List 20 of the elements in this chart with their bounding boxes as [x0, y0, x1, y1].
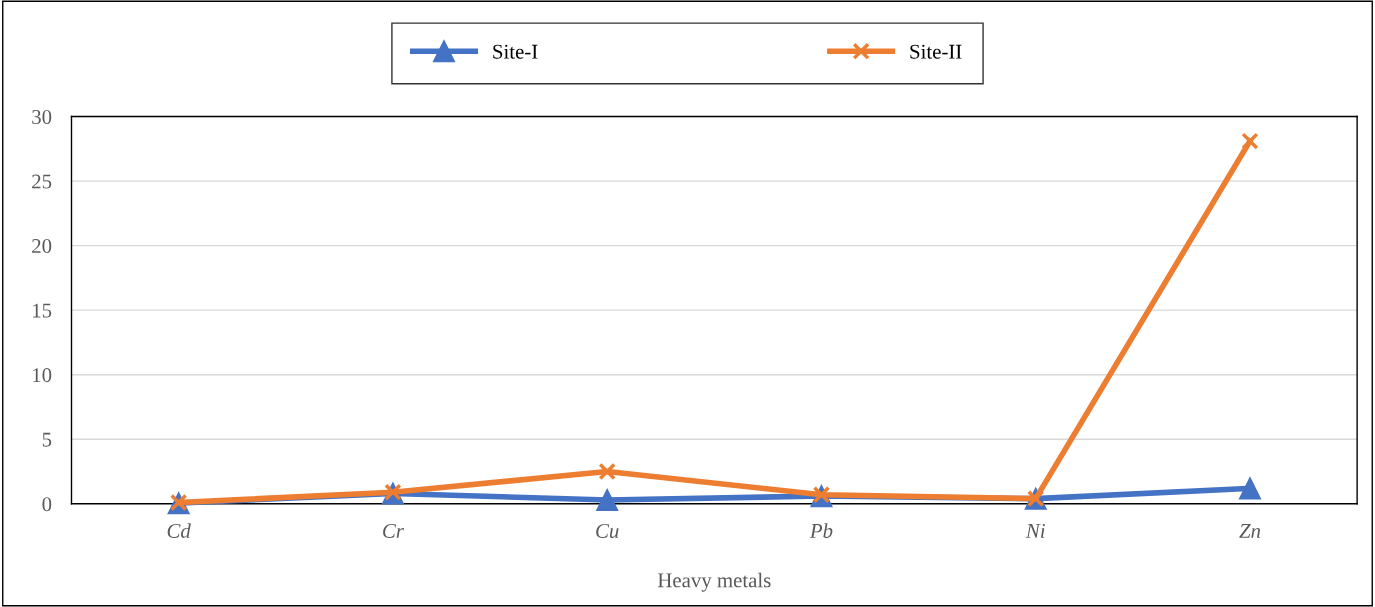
y-tick-label: 15	[33, 303, 52, 318]
x-tick-label: Zn	[1239, 524, 1261, 538]
x-tick-label: Cd	[167, 523, 191, 538]
x-tick-label: Cu	[596, 523, 619, 538]
x-tick-label: Ni	[1025, 523, 1045, 538]
y-tick-label: 25	[32, 174, 52, 189]
point	[596, 488, 619, 512]
x-tick-label: Cr	[383, 523, 404, 538]
y-tick-label: 20	[32, 239, 52, 254]
y-tick-label: 10	[33, 368, 52, 383]
point	[1238, 477, 1262, 500]
y-tick-label: 0	[42, 497, 52, 512]
x-tick-label: Pb	[809, 523, 833, 538]
point	[598, 462, 616, 481]
y-tick-label: 30	[32, 109, 52, 124]
x-axis-title: Heavy metals	[657, 572, 771, 592]
legend-label: Site-I	[493, 44, 538, 59]
point	[1241, 132, 1259, 150]
y-tick-label: 5	[42, 432, 52, 447]
legend-label: Site-II	[910, 44, 962, 59]
